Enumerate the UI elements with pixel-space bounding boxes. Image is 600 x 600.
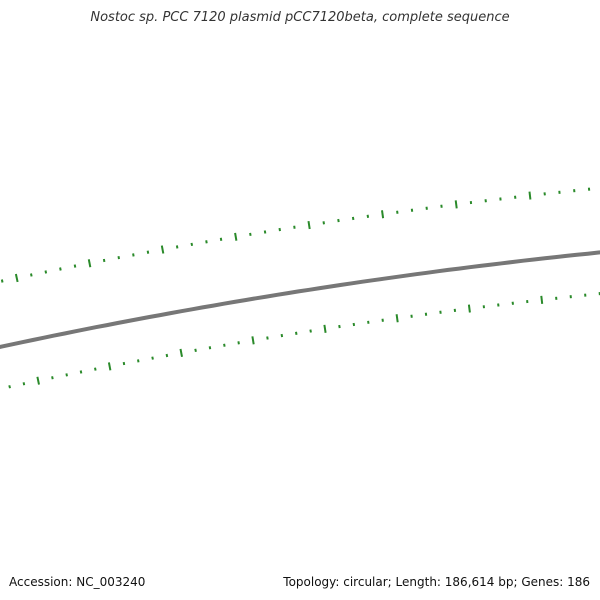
upper-minor-tick: [117, 256, 120, 260]
accession-text: Accession: NC_003240: [9, 575, 146, 589]
lower-minor-tick: [338, 324, 341, 329]
upper-minor-tick: [0, 279, 4, 283]
lower-minor-tick: [208, 346, 212, 350]
lower-minor-tick: [295, 331, 298, 335]
upper-minor-tick: [73, 264, 77, 268]
lower-minor-tick: [352, 322, 356, 327]
lower-minor-tick: [122, 361, 126, 366]
lower-minor-tick: [223, 343, 226, 347]
lower-minor-tick: [280, 333, 284, 338]
upper-minor-tick: [351, 216, 355, 221]
upper-major-tick: [381, 210, 385, 219]
topology-summary: Topology: circular; Length: 186,614 bp; …: [283, 575, 590, 589]
upper-minor-tick: [190, 242, 194, 247]
upper-minor-tick: [249, 232, 252, 236]
upper-minor-tick: [44, 270, 48, 274]
lower-major-tick: [251, 336, 255, 345]
lower-major-tick: [395, 314, 399, 323]
upper-minor-tick: [146, 250, 150, 254]
lower-minor-tick: [194, 348, 197, 352]
upper-major-tick: [454, 200, 458, 209]
lower-major-tick: [36, 376, 40, 385]
lower-minor-tick: [237, 341, 240, 345]
upper-major-tick: [87, 259, 92, 268]
lower-minor-tick: [22, 382, 26, 386]
map-title: Nostoc sp. PCC 7120 plasmid pCC7120beta,…: [90, 10, 510, 25]
upper-minor-tick: [205, 240, 208, 244]
lower-minor-tick: [137, 359, 140, 363]
upper-minor-tick: [102, 258, 106, 263]
upper-minor-tick: [337, 218, 340, 223]
lower-minor-tick: [8, 385, 11, 389]
lower-minor-tick: [65, 373, 68, 377]
upper-minor-tick: [219, 237, 223, 241]
upper-minor-tick: [366, 214, 370, 218]
lower-tick-track: [8, 292, 600, 389]
lower-minor-tick: [165, 353, 169, 358]
upper-minor-tick: [132, 253, 135, 257]
lower-minor-tick: [94, 367, 97, 371]
upper-major-tick: [14, 273, 19, 283]
upper-minor-tick: [322, 221, 325, 225]
upper-tick-track: [0, 187, 591, 283]
lower-major-tick: [179, 348, 183, 357]
upper-major-tick: [160, 245, 165, 254]
upper-major-tick: [528, 191, 532, 200]
lower-minor-tick: [309, 329, 312, 333]
lower-major-tick: [323, 324, 327, 333]
upper-minor-tick: [59, 267, 62, 271]
lower-minor-tick: [151, 356, 154, 360]
lower-minor-tick: [51, 376, 54, 380]
upper-minor-tick: [175, 245, 179, 249]
upper-minor-tick: [263, 230, 267, 234]
upper-minor-tick: [278, 227, 281, 232]
upper-minor-tick: [30, 273, 33, 277]
upper-major-tick: [307, 220, 311, 230]
lower-major-tick: [540, 295, 544, 305]
lower-major-tick: [467, 304, 471, 313]
lower-major-tick: [107, 362, 112, 371]
plasmid-backbone: [0, 250, 600, 349]
lower-minor-tick: [79, 370, 83, 374]
upper-major-tick: [234, 232, 238, 241]
lower-minor-tick: [266, 336, 269, 340]
